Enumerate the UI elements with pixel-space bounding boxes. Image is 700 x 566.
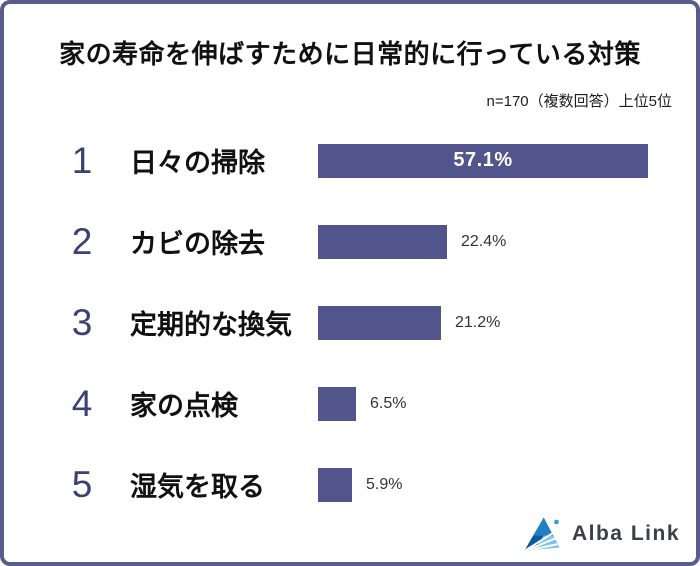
brand-logo: Alba Link — [522, 514, 680, 554]
category-label: カビの除去 — [130, 229, 265, 259]
sample-size-note: n=170（複数回答）上位5位 — [486, 93, 672, 110]
bar — [318, 224, 447, 259]
bar — [318, 467, 352, 502]
chart-title: 家の寿命を伸ばすために日常的に行っている対策 — [59, 39, 641, 69]
bar-value-label: 5.9% — [366, 475, 403, 493]
bar — [318, 305, 441, 340]
bar-track: 57.1% — [318, 143, 648, 178]
category-label: 家の点検 — [130, 391, 238, 421]
rank-number: 1 — [71, 139, 93, 181]
bar-track: 21.2% — [318, 305, 501, 340]
chart-row: 3 定期的な換気 21.2% — [4, 282, 696, 363]
category-label: 湿気を取る — [130, 472, 265, 502]
category-label: 定期的な換気 — [130, 310, 292, 340]
rank-number: 3 — [71, 301, 93, 343]
rank-number: 5 — [71, 463, 93, 505]
bar-chart: 1 日々の掃除 57.1% 2 カビの除去 22.4% 3 定期的な換気 — [4, 120, 696, 525]
bar-value-label: 57.1% — [453, 149, 513, 171]
bar-value-label: 6.5% — [370, 394, 407, 412]
rank-number: 2 — [71, 220, 93, 262]
brand-name: Alba Link — [571, 522, 680, 545]
bar-track: 22.4% — [318, 224, 507, 259]
bar — [318, 386, 356, 421]
category-label: 日々の掃除 — [130, 148, 265, 178]
bar-track: 5.9% — [318, 467, 403, 502]
chart-row: 2 カビの除去 22.4% — [4, 201, 696, 282]
chart-row: 1 日々の掃除 57.1% — [4, 120, 696, 201]
chart-row: 5 湿気を取る 5.9% — [4, 444, 696, 525]
alba-link-triangle-icon — [524, 517, 560, 551]
chart-row: 4 家の点検 6.5% — [4, 363, 696, 444]
rank-number: 4 — [71, 382, 93, 424]
bar: 57.1% — [318, 143, 648, 178]
bar-value-label: 22.4% — [461, 232, 507, 250]
bar-track: 6.5% — [318, 386, 407, 421]
bar-value-label: 21.2% — [455, 313, 501, 331]
